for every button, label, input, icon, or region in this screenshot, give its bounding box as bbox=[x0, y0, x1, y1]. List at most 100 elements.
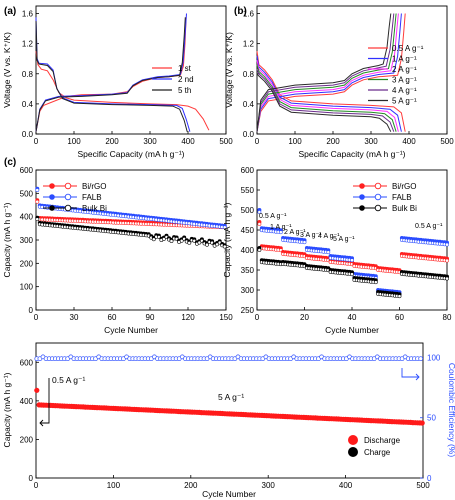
cr-legend-marker-open bbox=[374, 182, 382, 190]
panel-c-right-annotations: 0.5 A g⁻¹ 1 A g⁻¹2 A g⁻¹3 A g⁻¹4 A g⁻¹5 A… bbox=[259, 213, 443, 243]
b-series-4-charge bbox=[256, 13, 397, 132]
b-legend-label: 5 A g⁻¹ bbox=[392, 97, 417, 106]
a-xtick-label: 500 bbox=[219, 137, 233, 146]
panel-c-left-ylabel: Capacity (mA h g⁻¹) bbox=[2, 202, 12, 277]
b-xtick-label: 100 bbox=[288, 137, 302, 146]
cr-point-open bbox=[350, 258, 354, 263]
l-legend-marker bbox=[348, 447, 358, 457]
l-arrow-left-axis bbox=[40, 378, 50, 424]
b-ytick-label: 0.8 bbox=[243, 70, 255, 79]
cr-xtick-label: 60 bbox=[395, 313, 404, 322]
cr-point-open bbox=[326, 250, 331, 255]
l-legend-label: Discharge bbox=[364, 436, 401, 445]
cl-legend-marker-open bbox=[64, 204, 72, 212]
l-arrowhead-left bbox=[39, 419, 44, 427]
l-annotation-rate-high: 5 A g⁻¹ bbox=[218, 392, 244, 402]
b-series-2-charge bbox=[256, 13, 402, 132]
b-xtick-label: 300 bbox=[364, 137, 378, 146]
cl-point-open bbox=[35, 188, 40, 193]
cl-legend-label: Bi/rGO bbox=[82, 182, 106, 191]
cr-legend-marker bbox=[359, 194, 365, 200]
cr-ytick-label: 350 bbox=[241, 266, 255, 275]
panel-b-ticks: 0 100 200 300 400 500 0.0 0.4 0.8 1.2 1.6 bbox=[243, 10, 454, 146]
cr-point-open bbox=[257, 248, 262, 252]
b-series-3-discharge bbox=[256, 60, 399, 132]
cr-ytick-label: 400 bbox=[241, 246, 255, 255]
cr-point-open bbox=[257, 210, 262, 214]
cl-ytick-label: 200 bbox=[20, 259, 34, 268]
b-series-2-discharge bbox=[256, 55, 402, 132]
l-xtick-label: 200 bbox=[184, 481, 198, 490]
cr-rate-annotation: 0.5 A g⁻¹ bbox=[415, 223, 443, 230]
a-series-1-curve bbox=[35, 51, 210, 131]
panel-a-ticks: 0 100 200 300 400 500 0.0 0.4 0.8 1.2 1.6 bbox=[22, 10, 233, 146]
b-ytick-label: 1.2 bbox=[243, 40, 255, 49]
panel-c-right-legend: Bi/rGO FALB Bulk Bi bbox=[353, 182, 417, 213]
panel-c-right-ylabel: Capacity (mA h g⁻¹) bbox=[222, 202, 232, 277]
cr-rate-annotation: 5 A g⁻¹ bbox=[333, 236, 355, 243]
l-legend-marker bbox=[348, 435, 358, 445]
cl-ytick-label: 100 bbox=[20, 283, 34, 292]
l-xtick-label: 100 bbox=[107, 481, 121, 490]
b-series-1-charge bbox=[256, 13, 406, 132]
cl-legend-marker-open bbox=[64, 193, 72, 201]
l-y2tick-label: 0 bbox=[427, 474, 432, 483]
cr-xtick-label: 0 bbox=[255, 313, 260, 322]
cr-legend-label: Bi/rGO bbox=[392, 182, 416, 191]
a-ytick-label: 0.8 bbox=[22, 70, 34, 79]
panel-b-legend: 0.5 A g⁻¹ 1 A g⁻¹2 A g⁻¹ 3 A g⁻¹4 A g⁻¹ 5 A… bbox=[368, 44, 424, 106]
panel-a-lines bbox=[35, 13, 210, 132]
cr-rate-annotation: 1 A g⁻¹ bbox=[270, 224, 292, 231]
cr-point-open bbox=[445, 276, 449, 281]
cr-legend-marker bbox=[359, 205, 365, 211]
a-series-2-curve bbox=[35, 17, 191, 132]
l-ytick-label: 400 bbox=[20, 397, 34, 406]
b-series-5-discharge bbox=[256, 69, 395, 132]
panel-b: (b) 0 100 200 300 400 500 0.0 0.4 0.8 1.2 1.6 0.5 … bbox=[224, 5, 454, 159]
panel-a-label: (a) bbox=[4, 6, 16, 17]
cl-legend-label: Bulk Bi bbox=[82, 204, 107, 213]
b-series-3-charge bbox=[256, 13, 399, 132]
cl-point-open bbox=[222, 244, 227, 249]
cr-rate-annotation: 0.5 A g⁻¹ bbox=[259, 213, 287, 220]
cl-ytick-label: 300 bbox=[20, 236, 34, 245]
cr-point-open bbox=[257, 222, 262, 226]
panel-long-ylabel: Capacity (mA h g⁻¹) bbox=[2, 372, 12, 447]
cl-xtick-label: 150 bbox=[219, 313, 233, 322]
cl-xtick-label: 60 bbox=[108, 313, 117, 322]
cl-ytick-label: 400 bbox=[20, 213, 34, 222]
a-xtick-label: 400 bbox=[181, 137, 195, 146]
b-series-4-discharge bbox=[256, 64, 397, 132]
b-series-5-charge bbox=[256, 13, 395, 132]
panel-b-frame bbox=[256, 5, 448, 135]
cr-legend-label: Bulk Bi bbox=[392, 204, 417, 213]
b-legend-label: 2 A g⁻¹ bbox=[392, 65, 417, 74]
panel-long-legend: Discharge Charge bbox=[348, 435, 401, 457]
cr-ytick-label: 550 bbox=[241, 186, 255, 195]
cl-point-open bbox=[215, 242, 220, 247]
b-legend-label: 1 A g⁻¹ bbox=[392, 55, 417, 64]
cl-point-open bbox=[161, 237, 166, 241]
l-arrowhead-right bbox=[415, 373, 420, 381]
l-ytick-label: 200 bbox=[20, 435, 34, 444]
panel-long-annotations: 0.5 A g⁻¹ 5 A g⁻¹ bbox=[39, 368, 420, 427]
a-series-3-curve bbox=[35, 17, 186, 132]
panel-c-left-legend: Bi/rGO FALB Bulk Bi bbox=[43, 182, 107, 213]
cl-xtick-label: 30 bbox=[70, 313, 79, 322]
b-xtick-label: 500 bbox=[440, 137, 454, 146]
cl-point-open bbox=[35, 199, 40, 204]
a-xtick-label: 300 bbox=[143, 137, 157, 146]
cr-xtick-label: 40 bbox=[348, 313, 357, 322]
panel-b-label: (b) bbox=[234, 6, 247, 17]
panel-c-left: (c) 0 30 60 90 120 150 0 100 200 300 400 500 600 Bi/… bbox=[2, 157, 233, 335]
cr-ytick-label: 250 bbox=[241, 306, 255, 315]
panel-c-right: 0 20 40 60 80 250 300 350 400 450 500 550 600 0.5 A … bbox=[222, 166, 452, 335]
panel-c-right-points bbox=[257, 208, 449, 299]
l-discharge-point bbox=[34, 387, 40, 393]
l-y2tick-label: 100 bbox=[427, 353, 441, 362]
panel-a: (a) 0 100 200 300 400 500 0.0 0.4 0.8 1.2 1.6 1 st… bbox=[2, 5, 233, 159]
b-series-6-discharge bbox=[256, 73, 392, 132]
cr-point-open bbox=[373, 280, 378, 285]
